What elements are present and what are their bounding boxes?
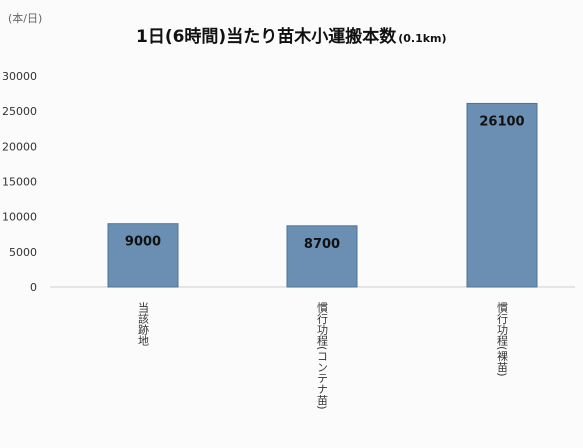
data-label: 9000 [125,235,161,250]
y-tick-label: 30000 [2,70,37,83]
category-label: 慣行功程(コンテナ苗) [316,301,329,410]
y-tick-label: 10000 [2,211,37,224]
category-label: 当該跡地 [137,301,150,346]
bar [466,102,538,288]
y-axis-ticks: 0 5000 10000 15000 20000 25000 30000 [2,70,37,294]
bar [286,225,358,288]
chart-title: 1日(6時間)当たり苗木小運搬本数 (0.1km) [136,26,447,47]
y-axis-unit: (本/日) [8,11,42,25]
y-tick-label: 25000 [2,105,37,118]
y-tick-label: 0 [30,281,37,294]
category-labels: 当該跡地 慣行功程(コンテナ苗) 慣行功程(裸苗) [137,301,509,410]
y-tick-label: 5000 [9,246,37,259]
bars: 9000 8700 26100 [107,102,538,288]
bar [107,223,179,288]
y-tick-label: 20000 [2,140,37,153]
data-label: 26100 [479,114,524,129]
chart-title-suffix: (0.1km) [398,32,446,45]
data-label: 8700 [304,237,340,252]
y-tick-label: 15000 [2,176,37,189]
chart-title-main: 1日(6時間)当たり苗木小運搬本数 [136,26,397,47]
category-label: 慣行功程(裸苗) [496,301,509,377]
